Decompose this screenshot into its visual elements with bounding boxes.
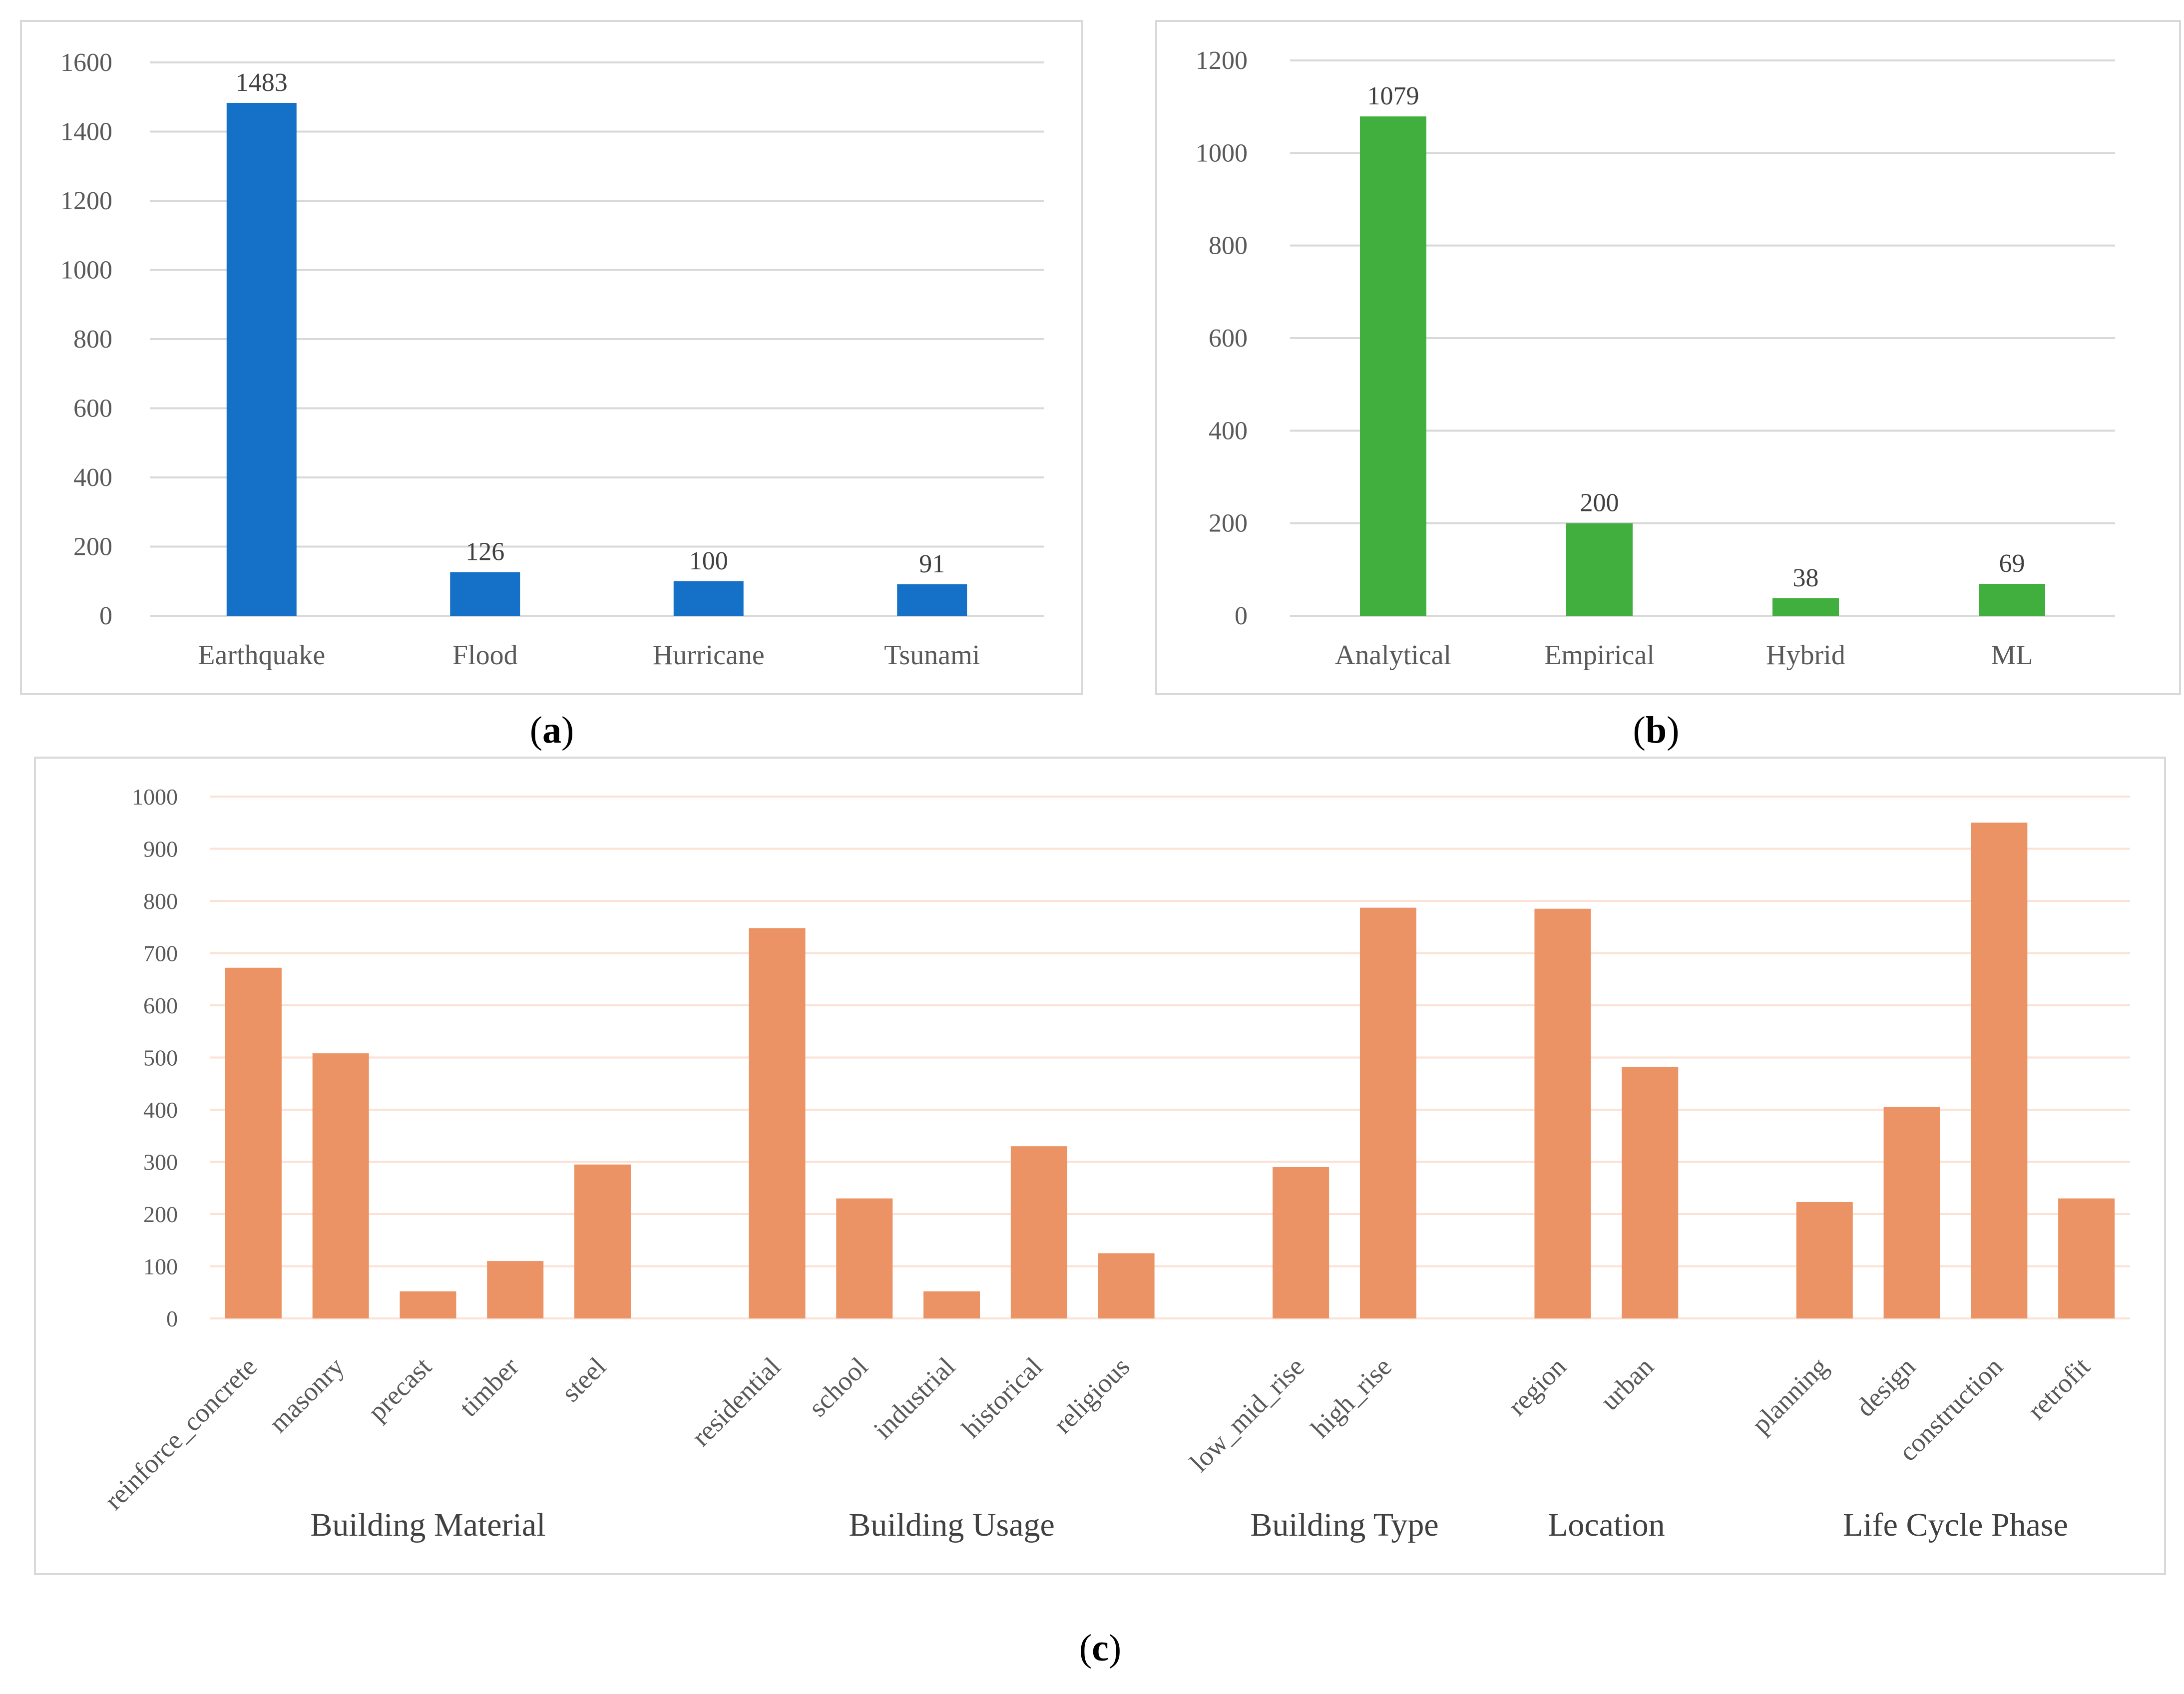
chart-frame <box>20 20 1083 695</box>
y-tick-label: 800 <box>143 888 178 914</box>
data-label: 1483 <box>236 68 288 97</box>
y-tick-label: 1000 <box>132 784 178 810</box>
bar-historical <box>1010 1146 1067 1318</box>
bar-high-rise <box>1359 907 1416 1318</box>
panel-b-chart: 0 200 400 600 800 1000 1200 1079 Analytical 200 Em… <box>1155 20 2181 751</box>
y-tick-label: 0 <box>99 602 112 630</box>
y-tick-label: 200 <box>1209 509 1248 538</box>
bar-tsunami <box>897 584 967 616</box>
data-label: 38 <box>1793 564 1819 592</box>
bar-design <box>1883 1107 1940 1318</box>
panel-label: (a) <box>530 709 574 751</box>
y-tick-label: 0 <box>166 1306 178 1331</box>
x-category-label: Hybrid <box>1766 640 1845 671</box>
data-label: 100 <box>689 547 728 575</box>
y-tick-label: 1400 <box>60 118 112 146</box>
bar-steel <box>574 1164 631 1318</box>
group-label: Building Type <box>1250 1507 1438 1543</box>
y-tick-label: 700 <box>143 941 178 966</box>
data-label: 200 <box>1580 489 1619 517</box>
chart-frame <box>34 757 2166 1575</box>
y-tick-label: 400 <box>1209 417 1248 445</box>
bar-residential <box>749 928 806 1318</box>
y-tick-label: 200 <box>73 533 112 561</box>
bar-construction <box>1971 823 2028 1318</box>
bar-industrial <box>923 1291 980 1318</box>
y-tick-label: 1600 <box>60 48 112 77</box>
bar-hurricane <box>673 581 744 616</box>
panel-label: (b) <box>1633 709 1680 751</box>
y-tick-label: 1000 <box>1196 139 1248 167</box>
x-category-label: Analytical <box>1335 640 1451 671</box>
bar-ml <box>1979 584 2045 616</box>
y-tick-label: 500 <box>143 1045 178 1071</box>
bar-analytical <box>1360 116 1426 616</box>
panel-c-chart: 01002003004005006007008009001000reinforc… <box>34 757 2166 1669</box>
y-tick-label: 800 <box>1209 232 1248 260</box>
y-tick-label: 300 <box>143 1150 178 1175</box>
y-tick-label: 1000 <box>60 256 112 285</box>
panel-letter: c <box>1092 1627 1109 1669</box>
bar-urban <box>1622 1067 1679 1318</box>
bar-low-mid-rise <box>1273 1167 1329 1318</box>
x-category-label: Earthquake <box>198 640 325 671</box>
bar-planning <box>1796 1202 1853 1318</box>
bar-hybrid <box>1772 598 1839 616</box>
group-label: Building Material <box>310 1507 545 1543</box>
group-label: Building Usage <box>849 1507 1054 1543</box>
data-label: 69 <box>1999 549 2025 578</box>
chart-frame <box>1155 20 2181 695</box>
x-category-label: Empirical <box>1544 640 1655 671</box>
group-label: Location <box>1548 1507 1665 1543</box>
data-label: 126 <box>465 538 504 566</box>
bar-empirical <box>1566 523 1633 616</box>
y-tick-label: 100 <box>143 1254 178 1279</box>
bar-masonry <box>312 1053 369 1318</box>
x-category-label: Tsunami <box>884 640 980 671</box>
y-tick-label: 800 <box>73 325 112 354</box>
y-tick-label: 400 <box>143 1097 178 1123</box>
y-tick-label: 400 <box>73 463 112 492</box>
bar-earthquake <box>226 103 297 616</box>
y-tick-label: 600 <box>73 395 112 423</box>
panel-letter: a <box>542 709 561 751</box>
y-tick-label: 0 <box>1235 602 1248 630</box>
data-label: 91 <box>919 550 945 578</box>
bar-school <box>836 1198 893 1318</box>
y-tick-label: 600 <box>143 993 178 1018</box>
bar-reinforce-concrete <box>225 967 282 1318</box>
bar-region <box>1534 908 1591 1318</box>
bar-timber <box>487 1261 544 1318</box>
panel-label: (c) <box>1079 1627 1121 1669</box>
y-tick-label: 900 <box>143 837 178 862</box>
bar-flood <box>450 572 520 616</box>
x-category-label: ML <box>1991 640 2033 671</box>
y-tick-label: 200 <box>143 1202 178 1227</box>
y-tick-label: 1200 <box>60 187 112 215</box>
bar-retrofit <box>2058 1198 2115 1318</box>
panel-a-chart: 0 200 400 600 800 1000 1200 1400 1600 1483 Earthqu… <box>20 20 1083 751</box>
x-category-label: Hurricane <box>653 640 765 671</box>
x-category-label: Flood <box>452 640 518 671</box>
y-tick-label: 1200 <box>1196 46 1248 75</box>
bar-precast <box>400 1291 456 1318</box>
data-label: 1079 <box>1367 82 1419 110</box>
group-label: Life Cycle Phase <box>1843 1507 2068 1543</box>
y-tick-label: 600 <box>1209 324 1248 353</box>
bar-religious <box>1098 1253 1155 1318</box>
panel-letter: b <box>1646 709 1667 751</box>
